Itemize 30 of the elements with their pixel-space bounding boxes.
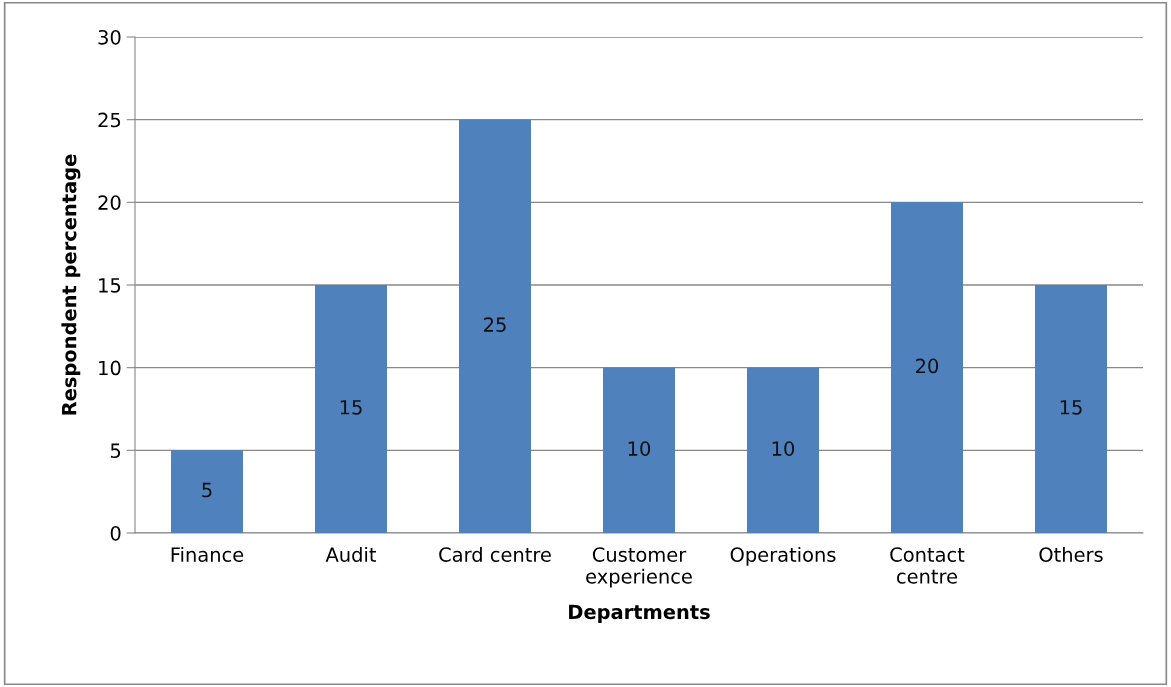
- bar: [891, 202, 963, 533]
- y-axis-title: Respondent percentage: [61, 154, 81, 415]
- x-tick-label: Audit: [325, 546, 377, 562]
- x-tick-label: Customer experience: [586, 547, 692, 588]
- x-tick-label: Card centre: [439, 546, 551, 562]
- x-axis-title: Departments: [569, 604, 710, 623]
- y-tick-label: 5: [110, 443, 121, 458]
- x-tick-label: Contact centre: [890, 547, 965, 584]
- bar: [747, 367, 819, 533]
- x-tick-label: Finance: [171, 546, 244, 562]
- x-tick-label: Operations: [730, 546, 836, 566]
- y-tick-label: 25: [98, 112, 121, 128]
- y-tick-label: 30: [98, 29, 121, 45]
- bar: [603, 367, 675, 533]
- x-tick-label: Others: [1039, 546, 1103, 562]
- y-tick-label: 0: [110, 525, 121, 541]
- data-label: 10: [772, 441, 795, 456]
- y-tick-label: 10: [99, 360, 121, 376]
- y-tick-label: 20: [98, 195, 121, 210]
- data-label: 20: [916, 358, 939, 374]
- bar: [171, 450, 243, 533]
- data-label: 5: [202, 482, 212, 498]
- bar: [459, 119, 531, 533]
- data-label: 10: [628, 441, 651, 456]
- data-label: 25: [484, 317, 506, 332]
- data-label: 15: [1060, 400, 1082, 415]
- data-label: 15: [340, 400, 362, 415]
- y-tick-label: 15: [99, 278, 121, 293]
- bar: [315, 285, 387, 533]
- bar: [1035, 285, 1107, 533]
